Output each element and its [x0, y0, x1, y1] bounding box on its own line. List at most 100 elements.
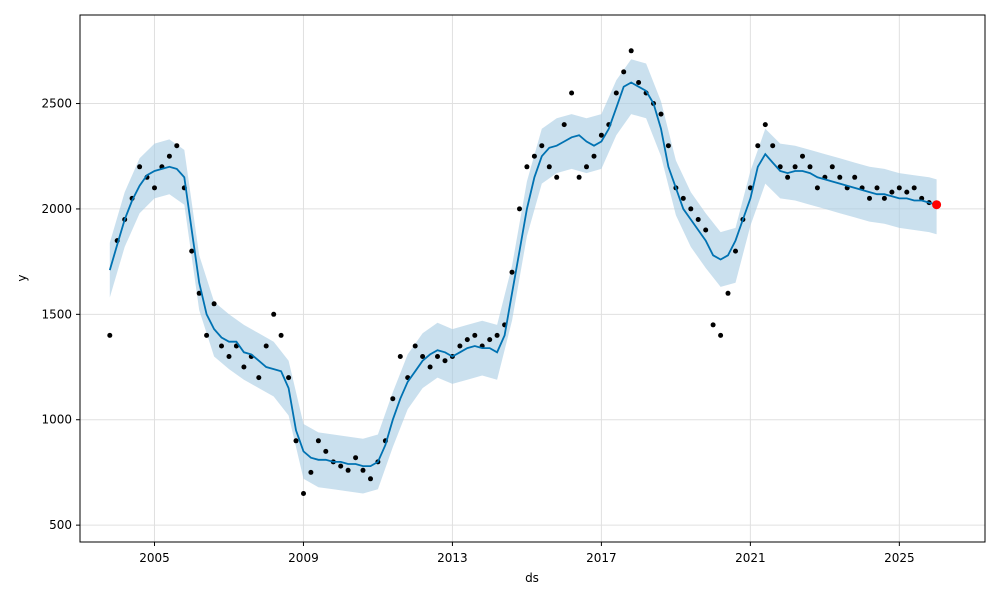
observed-point: [412, 343, 418, 349]
x-tick-label: 2013: [437, 551, 468, 565]
y-tick-label: 1000: [41, 413, 72, 427]
observed-point: [308, 469, 314, 475]
x-tick-label: 2017: [586, 551, 617, 565]
highlight-point: [932, 200, 942, 210]
observed-point: [278, 332, 284, 338]
observed-point: [293, 438, 299, 444]
x-tick-label: 2009: [288, 551, 319, 565]
observed-point: [680, 195, 686, 201]
observed-point: [442, 358, 448, 364]
observed-point: [166, 153, 172, 159]
observed-point: [710, 322, 716, 328]
observed-point: [755, 143, 761, 149]
x-axis-ticks: 2005 2009 2013 2017 2021 2025: [139, 542, 915, 565]
observed-point: [703, 227, 709, 233]
observed-point: [807, 164, 813, 170]
observed-point: [390, 396, 396, 402]
observed-point: [152, 185, 157, 191]
observed-point: [487, 337, 493, 343]
observed-point: [286, 375, 292, 381]
x-tick-label: 2021: [735, 551, 766, 565]
observed-point: [539, 143, 545, 149]
observed-point: [874, 185, 880, 191]
observed-point: [569, 90, 575, 96]
observed-point: [338, 463, 344, 469]
observed-point: [494, 332, 500, 338]
observed-point: [770, 143, 776, 149]
observed-point: [628, 48, 634, 54]
observed-point: [263, 343, 269, 349]
observed-point: [315, 438, 321, 444]
observed-point: [785, 174, 791, 180]
forecast-line-layer: [108, 81, 937, 468]
highlight-layer: [932, 200, 942, 210]
observed-point: [688, 206, 694, 212]
observed-point: [800, 153, 805, 159]
observed-point: [464, 337, 470, 343]
observed-point: [107, 332, 113, 338]
observed-point: [256, 375, 262, 381]
observed-point: [137, 164, 143, 170]
x-axis-label: ds: [525, 571, 539, 585]
observed-point: [531, 153, 537, 159]
observed-point: [345, 467, 351, 473]
observed-point: [323, 448, 329, 454]
observed-point: [598, 132, 604, 138]
observed-point: [837, 174, 843, 180]
observed-point: [621, 69, 627, 75]
observed-point: [829, 164, 835, 170]
observed-point: [546, 164, 552, 170]
observed-point: [353, 455, 359, 461]
observed-point: [725, 290, 731, 296]
observed-point: [613, 90, 619, 96]
forecast-line: [108, 81, 937, 468]
observed-point: [561, 122, 567, 128]
observed-point: [896, 185, 902, 191]
observed-point: [777, 164, 783, 170]
observed-point: [762, 122, 768, 128]
observed-point: [591, 153, 597, 159]
observed-point: [226, 354, 232, 359]
observed-point: [211, 301, 217, 307]
x-tick-label: 2025: [884, 551, 915, 565]
y-tick-label: 500: [49, 518, 72, 532]
observed-point: [814, 185, 820, 191]
observed-point: [189, 248, 195, 254]
observed-point: [368, 476, 373, 482]
observed-point: [576, 174, 582, 180]
observed-point: [420, 354, 426, 359]
observed-point: [792, 164, 798, 170]
observed-point: [718, 332, 724, 338]
observed-point: [584, 164, 589, 170]
observed-point: [427, 364, 433, 370]
observed-point: [271, 311, 277, 317]
observed-point: [911, 185, 917, 191]
observed-point: [397, 354, 403, 359]
observed-point: [457, 343, 463, 349]
observed-point: [881, 195, 887, 201]
observed-point: [658, 111, 664, 117]
y-tick-label: 2000: [41, 202, 72, 216]
observed-point: [472, 332, 478, 338]
observed-point: [509, 269, 515, 275]
observed-point: [219, 343, 224, 349]
observed-point: [301, 491, 306, 496]
observed-point: [904, 189, 910, 195]
observed-point: [524, 164, 530, 170]
observed-point: [241, 364, 247, 370]
observed-point: [174, 143, 180, 149]
x-tick-label: 2005: [139, 551, 170, 565]
observed-point: [196, 290, 202, 296]
observed-point: [435, 354, 440, 359]
y-tick-label: 2500: [41, 97, 72, 111]
observed-point: [852, 174, 858, 180]
observed-point: [360, 467, 366, 473]
observed-point: [636, 80, 642, 85]
observed-point: [517, 206, 522, 212]
observed-point: [867, 195, 872, 201]
y-axis-ticks: 500 1000 1500 2000 2500: [41, 97, 80, 532]
observed-point: [695, 217, 701, 222]
observed-point: [889, 189, 895, 195]
